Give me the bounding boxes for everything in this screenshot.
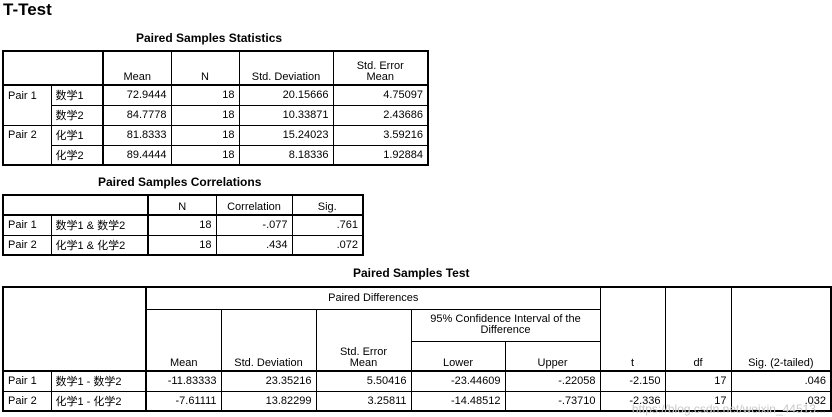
mean-cell: -11.83333 <box>145 370 222 392</box>
se-header-spacer <box>315 308 412 341</box>
n-cell: 18 <box>147 234 217 256</box>
stats-header-se: Std. Error Mean <box>332 50 429 86</box>
t-header-spacer <box>599 286 666 309</box>
se-cell: 5.50416 <box>315 370 412 392</box>
se-cell: 3.25811 <box>315 390 412 412</box>
corr-table: N Correlation Sig. Pair 1 数学1 & 数学2 18 -… <box>2 194 364 256</box>
table-row: Pair 1 数学1 72.9444 18 20.15666 4.75097 <box>2 84 429 106</box>
corr-stub-header <box>2 194 149 216</box>
df-cell: 17 <box>664 390 732 412</box>
test-header-sig: Sig. (2-tailed) <box>730 341 832 372</box>
mean-header-spacer <box>145 308 222 341</box>
variable-label: 数学1 & 数学2 <box>50 214 149 236</box>
pair-label: Pair 1 <box>2 214 52 236</box>
mean-cell: -7.61111 <box>145 390 222 412</box>
n-cell: 18 <box>170 144 240 166</box>
sig-cell: .046 <box>730 370 832 392</box>
corr-header-correlation: Correlation <box>215 194 293 216</box>
test-table-title: Paired Samples Test <box>353 266 470 280</box>
lower-cell: -23.44609 <box>410 370 506 392</box>
pair-label <box>2 145 52 166</box>
mean-cell: 72.9444 <box>102 84 172 106</box>
mean-cell: 89.4444 <box>102 144 172 166</box>
mean-cell: 81.8333 <box>102 124 172 146</box>
stats-header-n: N <box>170 50 240 86</box>
table-row: Pair 1 数学1 & 数学2 18 -.077 .761 <box>2 214 364 236</box>
corr-header-sig: Sig. <box>291 194 364 216</box>
table-row: 化学2 89.4444 18 8.18336 1.92884 <box>2 144 429 166</box>
n-cell: 18 <box>170 84 240 106</box>
sd-header-spacer <box>220 308 317 341</box>
sd-cell: 20.15666 <box>238 84 334 106</box>
test-header-df: df <box>664 341 732 372</box>
df-header-spacer <box>664 309 732 341</box>
correlation-cell: -.077 <box>215 214 293 236</box>
test-header-sd: Std. Deviation <box>220 341 317 372</box>
test-table: Paired Differences 95% Confidence Interv… <box>2 286 832 412</box>
variable-label: 数学1 <box>50 84 104 106</box>
corr-table-title: Paired Samples Correlations <box>98 175 262 189</box>
variable-label: 化学2 <box>50 144 104 166</box>
correlation-cell: .434 <box>215 234 293 256</box>
table-row: Pair 1 数学1 - 数学2 -11.83333 23.35216 5.50… <box>2 370 832 392</box>
sd-cell: 10.33871 <box>238 104 334 126</box>
test-header-lower: Lower <box>410 340 506 372</box>
sd-cell: 23.35216 <box>220 370 317 392</box>
stats-stub-header <box>2 50 104 86</box>
sd-cell: 13.82299 <box>220 390 317 412</box>
sig-cell: .072 <box>291 234 364 256</box>
test-header-mean: Mean <box>145 341 222 372</box>
variable-label: 数学1 - 数学2 <box>50 370 147 392</box>
sig-cell: .761 <box>291 214 364 236</box>
pair-label: Pair 1 <box>2 370 52 392</box>
sig-cell: .032 <box>730 390 832 412</box>
page-title: T-Test <box>3 0 52 19</box>
paired-differences-header: Paired Differences <box>145 286 601 310</box>
test-header-t: t <box>599 341 666 372</box>
pair-label <box>2 105 52 126</box>
stats-table: Mean N Std. Deviation Std. Error Mean Pa… <box>2 50 429 166</box>
table-row: Pair 2 化学1 & 化学2 18 .434 .072 <box>2 234 364 256</box>
test-stub-header <box>2 286 147 372</box>
mean-cell: 84.7778 <box>102 104 172 126</box>
lower-cell: -14.48512 <box>410 390 506 412</box>
se-cell: 1.92884 <box>332 144 429 166</box>
n-cell: 18 <box>147 214 217 236</box>
se-cell: 2.43686 <box>332 104 429 126</box>
pair-label: Pair 2 <box>2 390 52 412</box>
t-cell: -2.336 <box>599 390 666 412</box>
se-cell: 4.75097 <box>332 84 429 106</box>
table-row: Pair 2 化学1 - 化学2 -7.61111 13.82299 3.258… <box>2 390 832 412</box>
pair-label: Pair 2 <box>2 234 52 256</box>
pair-label: Pair 1 <box>2 84 52 105</box>
variable-label: 数学2 <box>50 104 104 126</box>
n-cell: 18 <box>170 104 240 126</box>
table-row: 数学2 84.7778 18 10.33871 2.43686 <box>2 104 429 126</box>
df-cell: 17 <box>664 370 732 392</box>
variable-label: 化学1 <box>50 124 104 146</box>
t-cell: -2.150 <box>599 370 666 392</box>
sd-cell: 8.18336 <box>238 144 334 166</box>
ci-header: 95% Confidence Interval of the Differenc… <box>410 308 601 342</box>
variable-label: 化学1 - 化学2 <box>50 390 147 412</box>
se-cell: 3.59216 <box>332 124 429 146</box>
test-header-upper: Upper <box>504 340 601 372</box>
table-row: Pair 2 化学1 81.8333 18 15.24023 3.59216 <box>2 124 429 146</box>
upper-cell: -.73710 <box>504 390 601 412</box>
upper-cell: -.22058 <box>504 370 601 392</box>
df-header-spacer <box>664 286 732 309</box>
variable-label: 化学1 & 化学2 <box>50 234 149 256</box>
n-cell: 18 <box>170 124 240 146</box>
pair-label: Pair 2 <box>2 124 52 145</box>
sd-cell: 15.24023 <box>238 124 334 146</box>
sig-header-spacer <box>730 286 832 309</box>
corr-header-n: N <box>147 194 217 216</box>
stats-header-mean: Mean <box>102 50 172 86</box>
t-header-spacer <box>599 309 666 341</box>
test-header-se: Std. Error Mean <box>315 341 412 372</box>
stats-header-sd: Std. Deviation <box>238 50 334 86</box>
sig-header-spacer <box>730 309 832 341</box>
stats-table-title: Paired Samples Statistics <box>136 31 283 45</box>
